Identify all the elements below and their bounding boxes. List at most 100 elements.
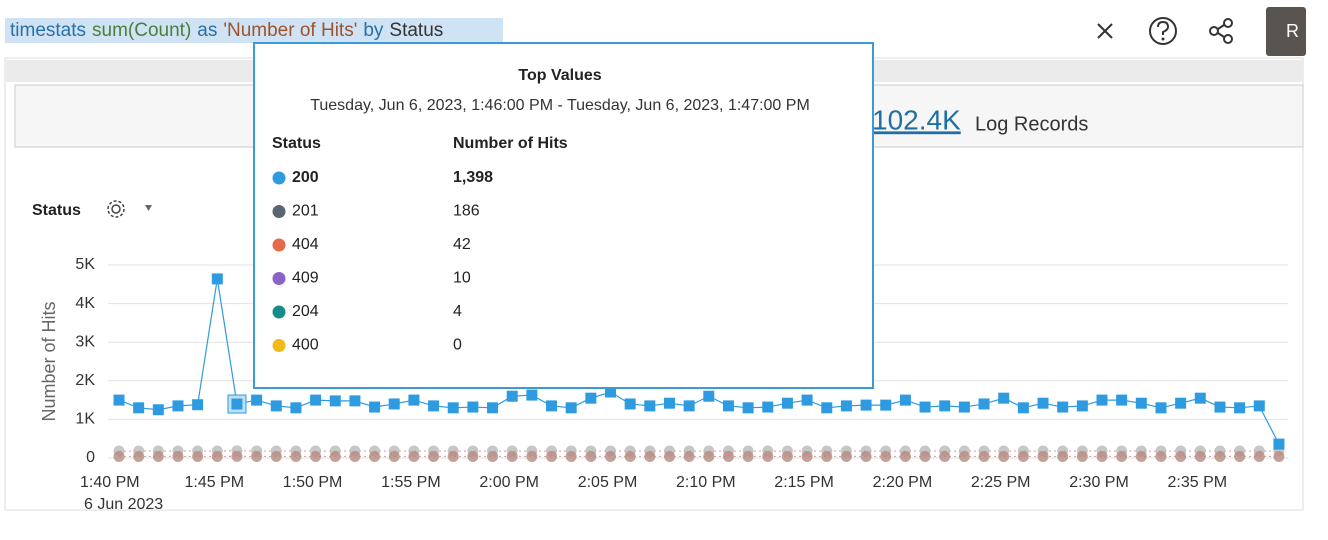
point: [959, 451, 970, 462]
point: [802, 395, 813, 406]
point: [526, 451, 537, 462]
point: [880, 400, 891, 411]
status-dot: [273, 239, 286, 252]
y-tick-label: 2K: [75, 372, 95, 389]
point: [703, 451, 714, 462]
point: [1018, 402, 1029, 413]
point: [408, 395, 419, 406]
point: [644, 400, 655, 411]
query-token: by: [363, 20, 384, 41]
y-tick-label: 3K: [75, 333, 95, 350]
point: [1116, 451, 1127, 462]
point: [625, 398, 636, 409]
point: [880, 451, 891, 462]
point: [192, 451, 203, 462]
status-dot: [273, 306, 286, 319]
tooltip-range: Tuesday, Jun 6, 2023, 1:46:00 PM - Tuesd…: [310, 97, 810, 114]
tooltip-title: Top Values: [518, 67, 601, 84]
point: [900, 451, 911, 462]
point: [507, 391, 518, 402]
point: [723, 451, 734, 462]
status-value: 404: [292, 236, 319, 253]
point: [762, 402, 773, 413]
point: [1175, 451, 1186, 462]
point: [585, 451, 596, 462]
status-dot: [273, 205, 286, 218]
point: [959, 402, 970, 413]
point: [1155, 451, 1166, 462]
point: [1234, 402, 1245, 413]
status-value: 200: [292, 169, 319, 186]
status-dot: [273, 339, 286, 352]
x-tick-label: 2:05 PM: [578, 474, 638, 491]
point: [605, 451, 616, 462]
point: [1273, 439, 1284, 450]
point: [114, 451, 125, 462]
point: [408, 451, 419, 462]
point: [290, 451, 301, 462]
status-dot: [273, 272, 286, 285]
x-tick-label: 1:45 PM: [185, 474, 245, 491]
point: [1214, 402, 1225, 413]
y-tick-label: 5K: [75, 256, 95, 273]
point: [349, 395, 360, 406]
run-button-label[interactable]: R: [1286, 21, 1299, 41]
point: [1195, 451, 1206, 462]
point: [821, 451, 832, 462]
x-tick-label: 2:20 PM: [873, 474, 933, 491]
point: [546, 451, 557, 462]
x-tick-label: 1:40 PM: [80, 474, 140, 491]
point: [1214, 451, 1225, 462]
point: [841, 451, 852, 462]
point: [310, 451, 321, 462]
hits-value: 10: [453, 270, 471, 287]
share-icon[interactable]: [1210, 19, 1232, 43]
point: [939, 400, 950, 411]
x-tick-label: 2:25 PM: [971, 474, 1031, 491]
point: [1097, 451, 1108, 462]
record-label: Log Records: [975, 113, 1088, 135]
point: [546, 400, 557, 411]
point: [1195, 393, 1206, 404]
point: [900, 395, 911, 406]
point: [684, 400, 695, 411]
point: [1254, 451, 1265, 462]
close-icon[interactable]: [1098, 24, 1112, 38]
hits-value: 42: [453, 236, 471, 253]
point: [389, 398, 400, 409]
record-count[interactable]: 102.4K: [872, 104, 961, 135]
query-token: 'Number of Hits': [223, 20, 357, 41]
point: [585, 393, 596, 404]
point: [487, 451, 498, 462]
point: [172, 451, 183, 462]
point: [1175, 398, 1186, 409]
point: [1254, 400, 1265, 411]
point: [330, 451, 341, 462]
point: [271, 451, 282, 462]
query-token: timestats: [10, 20, 86, 41]
tooltip-box: [254, 43, 873, 388]
point: [723, 400, 734, 411]
point: [428, 451, 439, 462]
point: [1097, 395, 1108, 406]
point: [861, 400, 872, 411]
point: [782, 398, 793, 409]
y-tick-label: 4K: [75, 295, 95, 312]
point: [448, 451, 459, 462]
hits-value: 4: [453, 303, 462, 320]
tooltip-col: Number of Hits: [453, 135, 568, 152]
point: [684, 451, 695, 462]
status-value: 204: [292, 303, 319, 320]
point: [743, 402, 754, 413]
point: [290, 402, 301, 413]
x-tick-label: 2:10 PM: [676, 474, 736, 491]
point: [467, 451, 478, 462]
help-icon[interactable]: [1150, 18, 1176, 44]
status-value: 201: [292, 203, 319, 220]
point: [566, 451, 577, 462]
point: [507, 451, 518, 462]
point: [802, 451, 813, 462]
point: [1136, 451, 1147, 462]
